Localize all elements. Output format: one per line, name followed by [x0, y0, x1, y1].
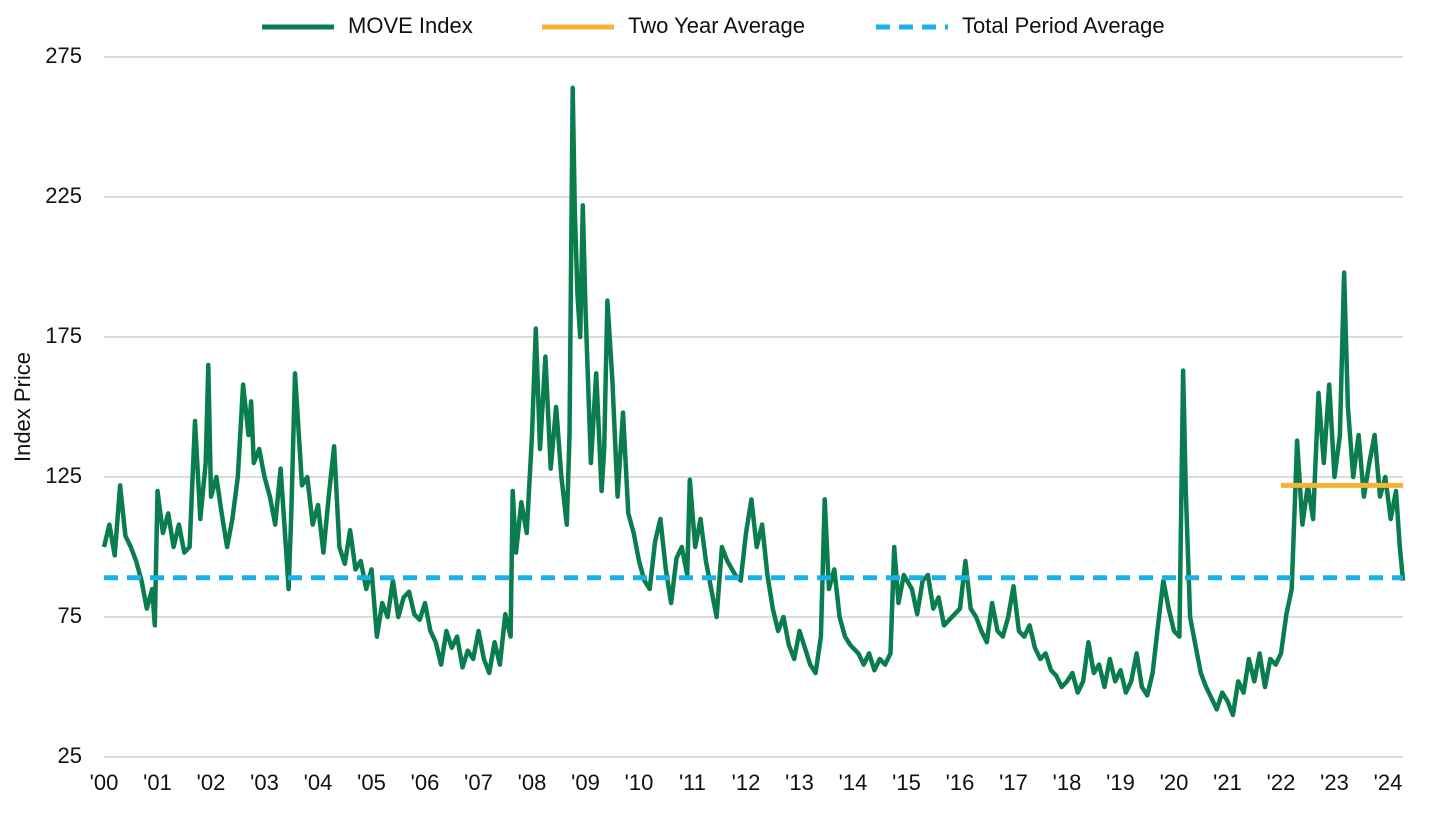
- x-tick-label: '02: [197, 770, 226, 795]
- x-tick-label: '15: [892, 770, 921, 795]
- x-tick-label: '03: [250, 770, 279, 795]
- x-tick-label: '04: [304, 770, 333, 795]
- x-tick-label: '12: [732, 770, 761, 795]
- x-tick-label: '13: [785, 770, 814, 795]
- series-line: [101, 85, 1406, 718]
- x-tick-label: '09: [571, 770, 600, 795]
- x-tick-label: '11: [679, 770, 706, 795]
- y-tick-label: 75: [58, 603, 82, 628]
- x-tick-label: '17: [999, 770, 1028, 795]
- x-tick-label: '20: [1160, 770, 1189, 795]
- x-tick-label: '01: [143, 770, 172, 795]
- x-tick-label: '07: [464, 770, 493, 795]
- x-tick-label: '22: [1267, 770, 1296, 795]
- x-tick-label: '23: [1320, 770, 1349, 795]
- x-tick-label: '21: [1213, 770, 1242, 795]
- x-tick-label: '08: [518, 770, 547, 795]
- x-tick-label: '00: [90, 770, 119, 795]
- y-tick-label: 125: [45, 463, 82, 488]
- x-tick-label: '16: [946, 770, 975, 795]
- x-tick-label: '19: [1106, 770, 1135, 795]
- y-tick-label: 25: [58, 743, 82, 768]
- x-tick-label: '05: [357, 770, 386, 795]
- x-tick-label: '18: [1053, 770, 1082, 795]
- x-tick-label: '06: [411, 770, 440, 795]
- y-axis-label: Index Price: [10, 352, 35, 462]
- x-tick-label: '24: [1374, 770, 1403, 795]
- legend-label: Total Period Average: [962, 13, 1165, 38]
- legend-label: MOVE Index: [348, 13, 473, 38]
- y-tick-label: 225: [45, 183, 82, 208]
- legend-label: Two Year Average: [628, 13, 805, 38]
- x-tick-label: '14: [839, 770, 868, 795]
- y-tick-label: 175: [45, 323, 82, 348]
- y-tick-label: 275: [45, 43, 82, 68]
- x-tick-label: '10: [625, 770, 654, 795]
